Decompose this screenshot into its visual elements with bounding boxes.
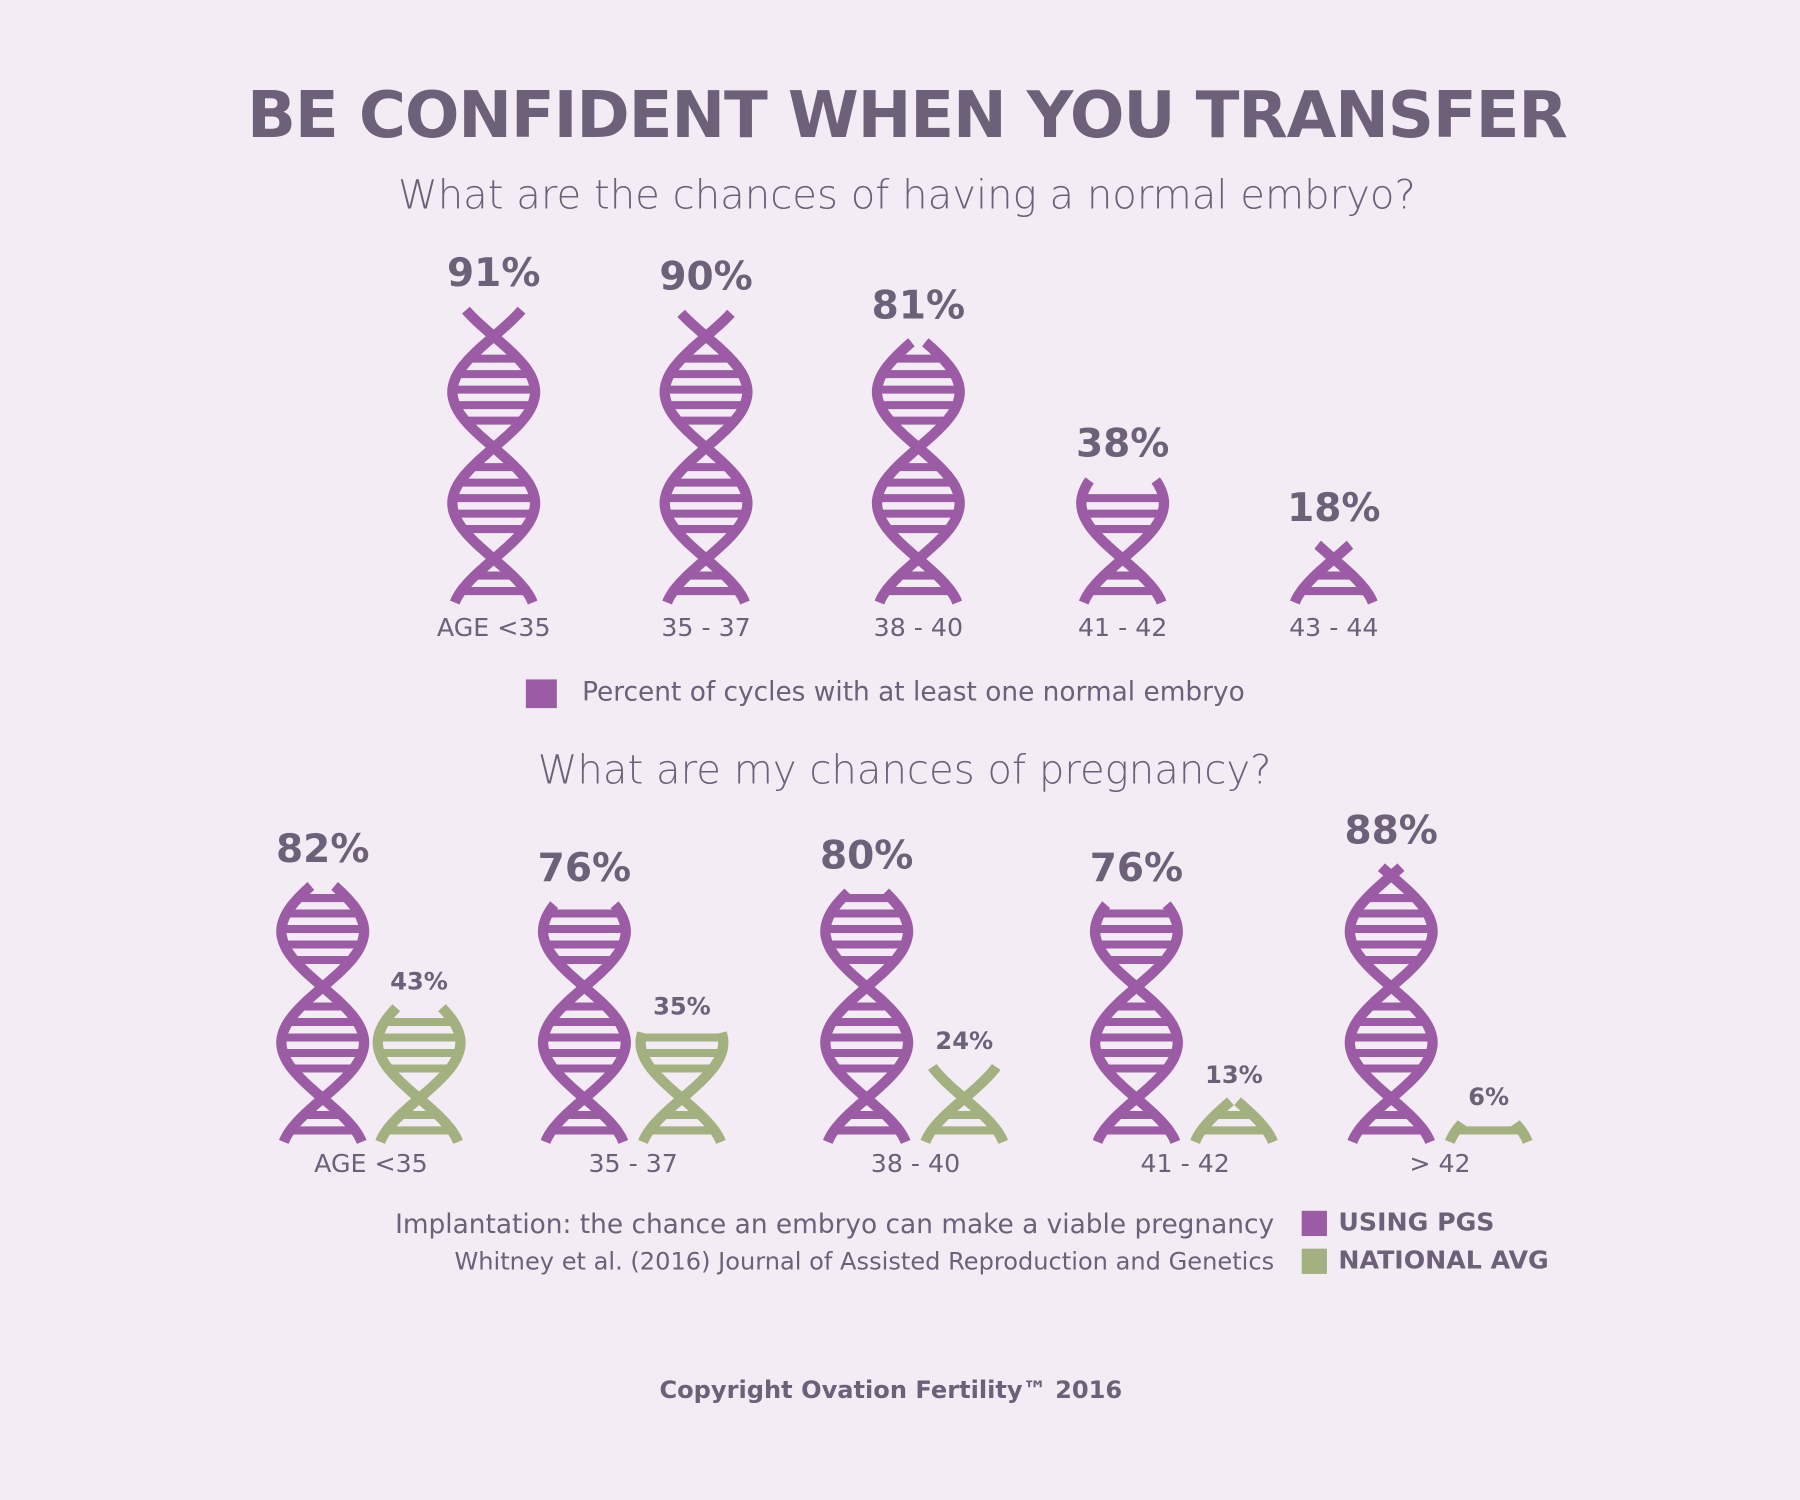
value-label: 43% — [390, 967, 448, 995]
dna-strand — [1089, 901, 1183, 1144]
dna-bar — [1445, 1120, 1533, 1144]
subtitle: What are my chances of pregnancy? — [538, 747, 1272, 793]
legend-label: USING PGS — [1338, 1207, 1494, 1236]
legend-swatch — [525, 679, 557, 709]
dna-strand — [635, 1031, 726, 1144]
dna-strand — [1511, 1120, 1533, 1144]
footnote: Implantation: the chance an embryo can m… — [395, 1210, 1274, 1240]
x-category-label: AGE <35 — [314, 1149, 428, 1178]
dna-bar — [447, 306, 541, 605]
value-label: 81% — [872, 283, 965, 328]
dna-strand — [1445, 1120, 1467, 1144]
dna-strand — [447, 306, 541, 605]
dna-strand — [447, 306, 541, 605]
dna-strand — [375, 1004, 466, 1144]
dna-bar — [920, 1064, 1008, 1144]
dna-strand — [1076, 477, 1167, 605]
dna-strand — [1234, 1097, 1278, 1144]
value-label: 82% — [276, 827, 369, 872]
dna-strand — [537, 901, 631, 1144]
value-label: 18% — [1287, 486, 1380, 531]
value-label: 24% — [935, 1027, 993, 1055]
dna-bar — [1076, 477, 1170, 605]
value-label: 76% — [1090, 846, 1183, 891]
x-category-label: > 42 — [1409, 1149, 1470, 1178]
dna-strand — [537, 901, 631, 1144]
dna-strand — [820, 888, 914, 1144]
dna-bar — [372, 1004, 466, 1144]
dna-strand — [871, 338, 965, 605]
x-category-label: AGE <35 — [437, 613, 551, 642]
legend-label: NATIONAL AVG — [1338, 1245, 1548, 1274]
dna-strand — [1314, 540, 1378, 605]
title: BE CONFIDENT WHEN YOU TRANSFER — [247, 78, 1567, 153]
dna-strand — [1344, 863, 1438, 1144]
dna-strand — [276, 882, 370, 1144]
value-label: 91% — [447, 251, 540, 296]
footnote: Whitney et al. (2016) Journal of Assiste… — [454, 1247, 1274, 1275]
dna-strand — [1290, 540, 1354, 605]
value-label: 80% — [820, 833, 913, 878]
dna-bar — [871, 338, 965, 605]
dna-strand — [372, 1004, 463, 1144]
dna-bar — [537, 901, 631, 1144]
dna-bar — [1190, 1097, 1278, 1144]
x-category-label: 35 - 37 — [661, 613, 750, 642]
dna-bar — [1290, 540, 1378, 605]
value-label: 90% — [659, 254, 752, 299]
subtitle: What are the chances of having a normal … — [398, 172, 1416, 218]
dna-strand — [1089, 901, 1183, 1144]
legend-swatch — [1301, 1210, 1327, 1237]
dna-strand — [638, 1031, 729, 1144]
dna-strand — [659, 309, 753, 605]
dna-bar — [276, 882, 370, 1144]
copyright: Copyright Ovation Fertility™ 2016 — [659, 1376, 1122, 1404]
x-category-label: 43 - 44 — [1289, 613, 1378, 642]
legend-swatch — [1301, 1248, 1327, 1274]
value-label: 6% — [1468, 1083, 1509, 1111]
x-category-label: 41 - 42 — [1078, 613, 1167, 642]
dna-strand — [1190, 1097, 1234, 1144]
dna-strand — [1078, 477, 1170, 605]
dna-bar — [635, 1031, 729, 1144]
dna-bar — [1089, 901, 1183, 1144]
dna-bar — [820, 888, 914, 1144]
x-category-label: 41 - 42 — [1141, 1149, 1230, 1178]
dna-strand — [920, 1064, 1001, 1144]
x-category-label: 38 - 40 — [874, 613, 963, 642]
dna-bar — [1344, 863, 1438, 1144]
dna-strand — [928, 1064, 1008, 1144]
value-label: 88% — [1345, 808, 1438, 853]
x-category-label: 35 - 37 — [588, 1149, 677, 1178]
value-label: 13% — [1205, 1061, 1263, 1089]
x-category-label: 38 - 40 — [871, 1149, 960, 1178]
dna-bar — [659, 309, 753, 605]
dna-strand — [659, 309, 753, 605]
legend-label: Percent of cycles with at least one norm… — [582, 678, 1245, 708]
value-label: 76% — [538, 846, 631, 891]
value-label: 35% — [653, 992, 711, 1020]
value-label: 38% — [1076, 421, 1169, 466]
